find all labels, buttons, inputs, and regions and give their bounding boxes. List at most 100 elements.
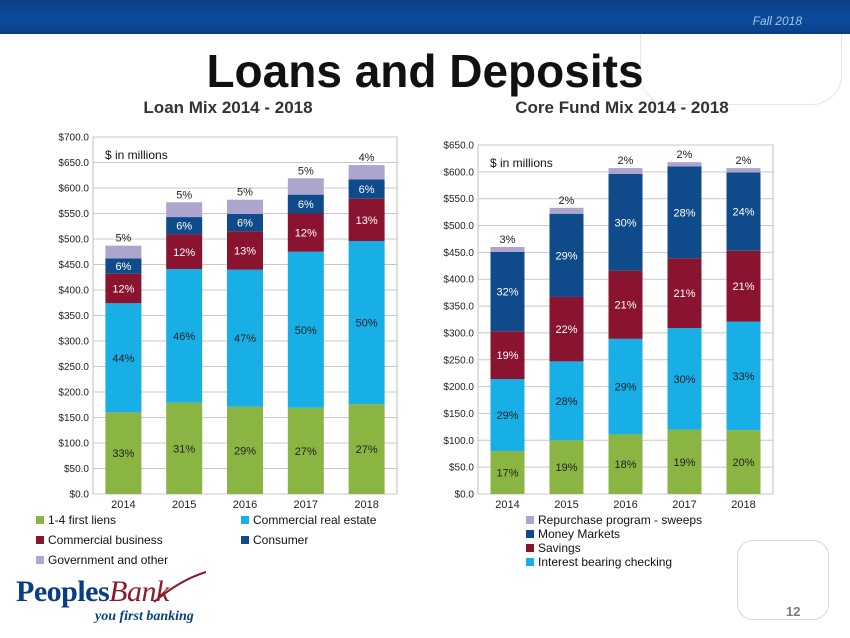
units-note: $ in millions — [490, 156, 553, 170]
data-label: 19% — [496, 350, 518, 362]
data-label: 50% — [295, 325, 317, 337]
bar-segment — [287, 251, 324, 408]
legend-swatch — [241, 516, 249, 524]
y-tick-label: $150.0 — [58, 413, 89, 424]
bar-segment — [667, 162, 702, 167]
y-tick-label: $0.0 — [70, 490, 90, 501]
bar-segment — [608, 270, 643, 339]
data-label: 30% — [673, 374, 695, 386]
y-tick-label: $50.0 — [449, 463, 474, 474]
bar-segment — [726, 321, 761, 431]
bar-segment — [549, 440, 584, 494]
y-tick-label: $400.0 — [58, 286, 89, 297]
data-label: 27% — [295, 446, 317, 458]
data-label: 5% — [298, 165, 314, 177]
bar-segment — [726, 430, 761, 494]
bar-segment — [105, 245, 142, 259]
legend-swatch — [526, 516, 534, 524]
data-label: 13% — [356, 215, 378, 227]
bar-segment — [726, 172, 761, 251]
legend-label: 1-4 first liens — [48, 513, 116, 527]
data-label: 24% — [732, 207, 754, 219]
bar-segment — [549, 207, 584, 214]
bar-segment — [726, 250, 761, 322]
data-label: 3% — [500, 234, 516, 246]
y-tick-label: $550.0 — [58, 209, 89, 220]
bar-segment — [608, 173, 643, 271]
y-tick-label: $250.0 — [443, 355, 474, 366]
bar-segment — [348, 179, 385, 199]
data-label: 47% — [234, 333, 256, 345]
y-tick-label: $350.0 — [58, 311, 89, 322]
data-label: 29% — [234, 445, 256, 457]
bar-segment — [348, 198, 385, 242]
y-tick-label: $100.0 — [58, 439, 89, 450]
data-label: 21% — [614, 300, 636, 312]
y-tick-label: $0.0 — [455, 490, 475, 501]
y-tick-label: $650.0 — [443, 141, 474, 152]
y-tick-label: $700.0 — [58, 133, 89, 144]
legend-swatch — [526, 558, 534, 566]
data-label: 18% — [614, 459, 636, 471]
logo-name-part1: Peoples — [16, 575, 110, 608]
bar-segment — [490, 451, 525, 494]
bar-segment — [667, 429, 702, 494]
data-label: 4% — [359, 152, 375, 164]
logo-swoosh — [153, 571, 207, 603]
data-label: 6% — [298, 199, 314, 211]
bar-segment — [608, 434, 643, 494]
legend-label: Government and other — [48, 553, 168, 567]
core-fund-mix-chart: Core Fund Mix 2014 - 2018 $0.0 $50.0 $100.0… — [443, 98, 774, 569]
legend-swatch — [36, 536, 44, 544]
data-label: 12% — [112, 283, 134, 295]
peoples-bank-logo: PeoplesBank — [16, 575, 169, 609]
bar-segment — [726, 168, 761, 173]
data-label: 6% — [359, 184, 375, 196]
y-tick-label: $450.0 — [443, 248, 474, 259]
data-label: 27% — [356, 444, 378, 456]
loan-mix-chart: Loan Mix 2014 - 2018 $0.0 $50.0 $100.0 $150.… — [36, 98, 398, 567]
data-label: 12% — [295, 228, 317, 240]
logo-name-part2: Bank — [109, 575, 169, 608]
bar-segment — [105, 303, 142, 413]
data-label: 30% — [614, 217, 636, 229]
bar-segment — [549, 361, 584, 441]
legend-swatch — [36, 516, 44, 524]
data-label: 17% — [496, 468, 518, 480]
data-label: 6% — [237, 218, 253, 230]
y-tick-label: $450.0 — [58, 260, 89, 271]
bar-segment — [105, 412, 142, 494]
bar-segment — [227, 269, 263, 407]
data-label: 2% — [736, 155, 752, 167]
data-label: 2% — [559, 195, 575, 207]
legend-swatch — [241, 536, 249, 544]
y-tick-label: $500.0 — [58, 235, 89, 246]
bar-segment — [549, 296, 584, 362]
bar-segment — [166, 234, 203, 270]
page-number: 12 — [786, 604, 801, 619]
bar-segment — [348, 404, 385, 494]
data-label: 12% — [173, 247, 195, 259]
y-tick-label: $500.0 — [443, 221, 474, 232]
legend-label: Consumer — [253, 533, 308, 547]
bar-segment — [490, 251, 525, 332]
data-label: 46% — [173, 331, 195, 343]
bar-segment — [166, 402, 203, 494]
data-label: 21% — [732, 281, 754, 293]
bar-segment — [490, 331, 525, 380]
legend-label: Interest bearing checking — [538, 555, 672, 569]
data-label: 33% — [112, 448, 134, 460]
data-label: 44% — [112, 353, 134, 365]
page-title: Loans and Deposits — [206, 45, 644, 97]
bar-segment — [166, 217, 203, 235]
x-tick-label: 2016 — [233, 499, 257, 511]
season-label: Fall 2018 — [752, 14, 802, 28]
data-label: 29% — [614, 382, 636, 394]
legend-label: Money Markets — [538, 527, 620, 541]
x-tick-label: 2017 — [294, 499, 318, 511]
logo-tagline: you first banking — [95, 609, 194, 624]
y-tick-label: $250.0 — [58, 362, 89, 373]
data-label: 22% — [555, 324, 577, 336]
y-tick-label: $600.0 — [443, 167, 474, 178]
data-label: 50% — [356, 318, 378, 330]
